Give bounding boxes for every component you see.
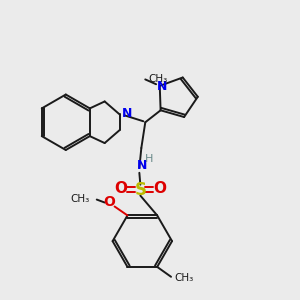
Text: H: H <box>145 154 153 164</box>
Text: N: N <box>137 159 148 172</box>
Text: N: N <box>122 107 132 120</box>
Text: O: O <box>154 181 167 196</box>
Text: O: O <box>104 194 116 208</box>
Text: CH₃: CH₃ <box>70 194 90 204</box>
Text: N: N <box>157 80 167 93</box>
Text: S: S <box>134 181 146 199</box>
Text: O: O <box>114 181 127 196</box>
Text: CH₃: CH₃ <box>148 74 167 84</box>
Text: CH₃: CH₃ <box>174 273 193 283</box>
